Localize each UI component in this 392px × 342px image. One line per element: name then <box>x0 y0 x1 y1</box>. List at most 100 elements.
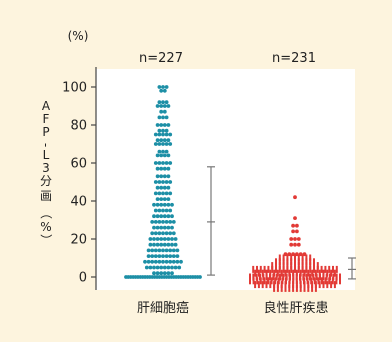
y-axis-label-char: 画 <box>40 189 52 203</box>
data-point <box>164 128 169 133</box>
data-point <box>166 185 171 190</box>
data-point <box>171 231 176 236</box>
data-point <box>166 214 171 219</box>
data-point <box>282 273 285 281</box>
data-point <box>256 277 259 285</box>
data-point <box>333 281 336 289</box>
data-point <box>265 273 268 281</box>
data-point <box>159 242 164 247</box>
data-point <box>161 208 165 213</box>
data-point <box>155 138 160 143</box>
data-point <box>265 281 268 289</box>
data-point <box>279 273 281 281</box>
data-point <box>168 248 173 253</box>
data-point <box>311 269 314 277</box>
data-point <box>286 262 289 270</box>
data-point <box>159 166 164 171</box>
data-point <box>294 258 296 266</box>
data-point <box>164 254 169 258</box>
data-point <box>299 269 302 277</box>
data-point <box>179 259 183 264</box>
data-point <box>168 180 173 184</box>
data-point <box>320 265 323 273</box>
data-point <box>155 123 160 127</box>
data-point <box>291 223 295 228</box>
data-point <box>295 284 298 292</box>
data-point <box>272 273 275 281</box>
data-point <box>150 231 155 236</box>
data-point <box>335 265 338 273</box>
data-point <box>164 180 169 184</box>
data-point <box>293 237 297 241</box>
data-point <box>159 237 164 241</box>
data-point <box>173 237 178 241</box>
data-point <box>259 273 261 281</box>
data-point <box>166 104 171 108</box>
y-tick-label: 100 <box>62 81 87 96</box>
data-point <box>168 231 173 236</box>
y-tick-label: 80 <box>70 119 87 134</box>
data-point <box>330 269 333 277</box>
data-point <box>293 242 297 247</box>
data-point <box>166 174 171 179</box>
data-point <box>332 265 334 273</box>
data-point <box>286 254 289 262</box>
data-point <box>278 258 281 266</box>
data-point <box>329 273 331 281</box>
data-point <box>164 100 169 105</box>
data-point <box>157 231 162 236</box>
data-point <box>286 265 289 273</box>
data-point <box>259 265 262 273</box>
data-point <box>295 273 298 281</box>
data-point <box>259 277 262 285</box>
data-point <box>159 265 164 270</box>
data-point <box>159 123 164 127</box>
data-point <box>273 284 276 292</box>
y-unit-label: (%) <box>68 29 89 43</box>
data-point <box>166 123 171 127</box>
data-point <box>296 242 301 247</box>
data-point <box>314 269 317 277</box>
data-point <box>162 174 167 179</box>
data-point <box>157 85 162 89</box>
data-point <box>153 248 158 253</box>
data-point <box>162 109 167 114</box>
data-point <box>155 153 160 158</box>
data-point <box>148 265 153 270</box>
data-point <box>262 273 265 281</box>
data-point <box>150 259 155 264</box>
data-point <box>161 115 165 120</box>
data-point <box>177 265 182 270</box>
data-point <box>294 262 296 270</box>
data-point <box>314 281 317 289</box>
data-point <box>292 269 295 277</box>
data-point <box>159 225 164 230</box>
data-point <box>161 132 165 137</box>
data-point <box>274 277 277 285</box>
data-point <box>155 104 160 108</box>
data-point <box>310 277 313 285</box>
data-point <box>299 277 302 285</box>
data-point <box>155 225 160 230</box>
data-point <box>305 254 308 262</box>
data-point <box>257 269 260 277</box>
data-point <box>339 277 341 285</box>
data-point <box>277 277 280 285</box>
data-point <box>162 242 167 247</box>
data-point <box>309 265 312 273</box>
data-point <box>168 259 173 264</box>
data-point <box>292 277 295 285</box>
data-point <box>164 191 169 196</box>
data-point <box>324 277 327 285</box>
data-point <box>161 231 165 236</box>
data-point <box>275 258 277 266</box>
data-point <box>153 132 158 137</box>
data-point <box>159 202 164 207</box>
data-point <box>299 273 301 281</box>
data-point <box>305 273 308 281</box>
data-point <box>162 153 167 158</box>
data-point <box>261 281 264 289</box>
data-point <box>150 220 155 224</box>
data-point <box>269 273 271 281</box>
data-point <box>153 259 158 264</box>
